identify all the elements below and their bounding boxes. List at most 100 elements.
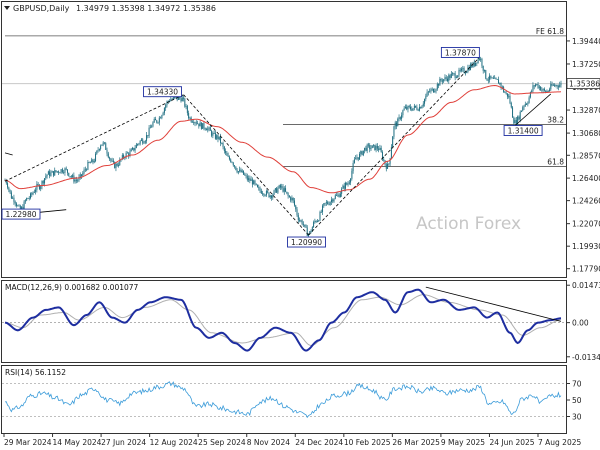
candle-body [418,107,420,111]
candle-body [269,195,271,198]
candle-body [532,85,534,91]
candle-body [452,73,454,75]
date-tick-label: 8 Nov 2024 [247,438,290,447]
candle-body [546,91,548,93]
candle-body [486,78,488,81]
candle-body [38,184,40,189]
candle-body [89,162,91,164]
candle-body [244,174,246,176]
candle-body [498,79,500,84]
candle-body [271,195,273,198]
candle-body [291,197,293,201]
candle-body [32,192,34,195]
candle-body [199,122,201,127]
candle-body [167,101,169,102]
candle-body [69,176,71,177]
candle-body [93,161,95,163]
candle-body [370,148,372,150]
candle-body [301,220,303,225]
moving-average-layer [4,84,562,194]
candle-body [143,142,145,144]
candle-body [408,105,410,107]
candle-body [499,82,501,84]
candle-body [7,183,9,188]
candle-body [371,145,373,149]
date-tick-label: 9 May 2025 [441,438,485,447]
candle-body [376,145,378,149]
candle-body [385,164,387,169]
candle-body [378,148,380,150]
candle-body [5,180,7,184]
candle-body [157,122,159,124]
symbol-label: GBPUSD,Daily [13,4,70,13]
candle-body [202,123,204,129]
candle-body [549,89,551,91]
candle-body [204,128,206,130]
candle-body [92,159,94,163]
candle-body [467,67,469,72]
candle-body [387,163,389,169]
candle-body [552,84,554,86]
trendline [514,93,552,126]
candle-body [285,188,287,192]
candle-body [450,73,452,78]
candle-body [200,122,202,129]
candle-body [367,144,369,146]
candle-body [258,187,260,189]
candle-body [536,84,538,85]
candle-body [399,117,401,119]
candle-body [13,197,15,202]
price-tick-label: 1.17790 [572,265,600,274]
candle-body [234,165,236,167]
candle-body [457,75,459,78]
candle-body [194,122,196,124]
date-axis: 29 Mar 2024 14 May 2024 27 Jun 2024 12 Aug … [3,433,581,447]
candle-body [8,187,10,190]
date-tick-label: 12 Aug 2024 [150,438,198,447]
candle-body [91,159,93,163]
candle-body [56,171,58,173]
date-tick-label: 27 Jun 2024 [101,438,146,447]
candle-body [193,121,195,124]
candle-body [449,75,451,78]
candle-body [394,122,396,127]
candle-body [327,202,329,204]
candle-body [148,127,150,136]
candle-body [151,126,153,128]
candle-body [135,144,137,149]
candle-body [534,84,536,87]
candle-body [98,148,100,150]
candle-body [356,157,358,159]
candle-body [191,121,193,123]
candle-body [223,146,225,152]
candle-body [111,160,113,162]
price-label: 1.22980 [5,210,36,219]
candle-body [383,159,385,161]
candle-body [513,117,515,124]
price-label-box [440,46,480,58]
candle-body [466,71,468,73]
candle-body [517,116,519,125]
candle-body [181,97,183,102]
macd-signal-line [4,294,562,347]
rsi-line [4,381,562,419]
triangle-down-icon[interactable] [4,6,10,10]
candle-body [106,149,108,154]
candle-body [357,157,359,160]
candle-body [462,68,464,70]
candle-body [79,174,81,178]
price-label-box [287,236,326,248]
fib-level-label: 61.8 [547,158,564,167]
candle-body [514,120,516,124]
candle-body [480,58,482,60]
candle-body [165,105,167,109]
candle-body [342,185,344,189]
candle-body [121,155,123,160]
candle-body [518,116,520,120]
candle-body [209,127,211,131]
candle-body [492,77,494,79]
candle-body [463,68,465,73]
candle-body [468,67,470,70]
candle-body [551,84,553,86]
candle-body [361,151,363,156]
